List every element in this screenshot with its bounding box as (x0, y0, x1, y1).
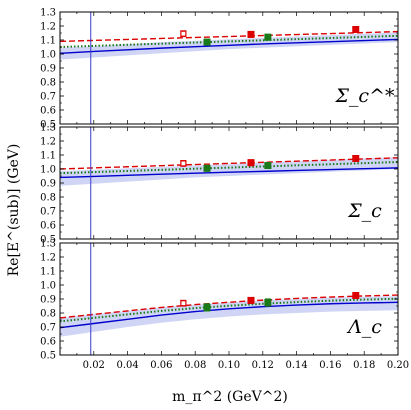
y-tick-label: 0.5 (40, 351, 56, 362)
fit-line-solid (60, 167, 398, 179)
data-point-green (203, 303, 211, 311)
y-tick-label: 1.0 (40, 50, 56, 61)
y-tick-label: 1.3 (40, 239, 56, 250)
y-axis-title: Re[E^(sub)] (GeV) (6, 144, 22, 277)
y-tick-label: 0.8 (40, 78, 56, 89)
x-tick-label: 0.02 (83, 360, 105, 371)
y-tick-label: 1.1 (40, 36, 56, 47)
y-tick-label: 1.1 (40, 151, 56, 162)
y-tick-label: 1.3 (40, 123, 56, 134)
fit-line-dotted (60, 34, 398, 48)
panel-3: 0.5 0.6 0.7 0.8 0.9 1.0 1.1 1.2 1.3 0.02 0.04 0.06 0… (40, 239, 409, 372)
plot-area (60, 127, 398, 239)
y-tick-label: 0.7 (40, 207, 56, 218)
y-tick-label: 0.5 (40, 120, 56, 131)
data-point-red (247, 296, 255, 304)
y-tick-label: 0.6 (40, 106, 56, 117)
y-tick-label: 1.2 (40, 137, 56, 148)
data-point-green (264, 33, 272, 41)
y-tick-label: 1.2 (40, 22, 56, 33)
y-tick-label: 0.6 (40, 221, 56, 232)
data-point-green (203, 164, 211, 172)
data-point-red (247, 159, 255, 167)
y-tick-label: 0.9 (40, 64, 56, 75)
y-tick-label: 0.8 (40, 309, 56, 320)
data-point-green (264, 162, 272, 169)
y-tick-label: 0.5 (40, 235, 56, 246)
x-axis-title: m_π^2 (GeV^2) (172, 389, 288, 405)
fit-line-dashed (60, 294, 398, 319)
x-tick-label: 0.08 (184, 360, 206, 371)
x-tick-label: 0.06 (150, 360, 172, 371)
error-band (60, 296, 398, 337)
data-point-open (180, 160, 187, 167)
x-tick-label: 0.18 (353, 360, 375, 371)
data-point-green (203, 38, 211, 46)
x-tick-label: 0.20 (387, 360, 409, 371)
y-tick-label: 0.9 (40, 179, 56, 190)
fit-line-dotted (60, 297, 398, 323)
panel-frame (59, 126, 399, 240)
plot-area (60, 12, 398, 124)
x-tick-label: 0.14 (285, 360, 307, 371)
y-tick-label: 0.9 (40, 295, 56, 306)
y-tick-label: 0.7 (40, 323, 56, 334)
y-tick-label: 1.2 (40, 253, 56, 264)
y-tick-label: 0.7 (40, 92, 56, 103)
data-point-red (352, 155, 360, 162)
y-tick-label: 1.3 (40, 8, 56, 19)
x-tick-label: 0.16 (319, 360, 341, 371)
panels-group: 0.50.60.70.80.91.01.11.21.3Σ_c^*0.50.60.… (40, 8, 409, 372)
y-tick-label: 1.1 (40, 267, 56, 278)
fit-line-solid (60, 38, 398, 54)
panel-label: Σ_c (347, 200, 382, 222)
x-tick-label: 0.04 (116, 360, 138, 371)
data-point-green (264, 299, 272, 306)
panel-2: 0.5 0.6 0.7 0.8 0.9 1.0 1.1 1.2 1.3 Σ_c (40, 123, 399, 246)
panel-label: Λ_c (346, 316, 382, 338)
fit-line-dashed (60, 157, 398, 170)
panel-frame (59, 11, 399, 125)
x-tick-label: 0.10 (218, 360, 240, 371)
data-point-red (352, 26, 360, 33)
error-band (60, 157, 398, 186)
fit-line-dashed (60, 30, 398, 43)
y-tick-label: 0.8 (40, 193, 56, 204)
y-tick-label: 1.0 (40, 165, 56, 176)
data-point-red (352, 292, 360, 299)
plot-area (60, 243, 398, 355)
y-tick-label: 1.0 (40, 281, 56, 292)
data-point-open (180, 30, 187, 37)
fit-line-solid (60, 301, 398, 329)
data-point-open (180, 300, 187, 307)
y-tick-label: 0.6 (40, 337, 56, 348)
panel-label: Σ_c^* (335, 85, 395, 107)
x-tick-label: 0.12 (252, 360, 274, 371)
panel-1: 0.5 0.6 0.7 0.8 0.9 1.0 1.1 1.2 1.3 Σ_c^* (40, 8, 399, 131)
data-point-red (247, 30, 255, 38)
fit-line-dotted (60, 161, 398, 175)
